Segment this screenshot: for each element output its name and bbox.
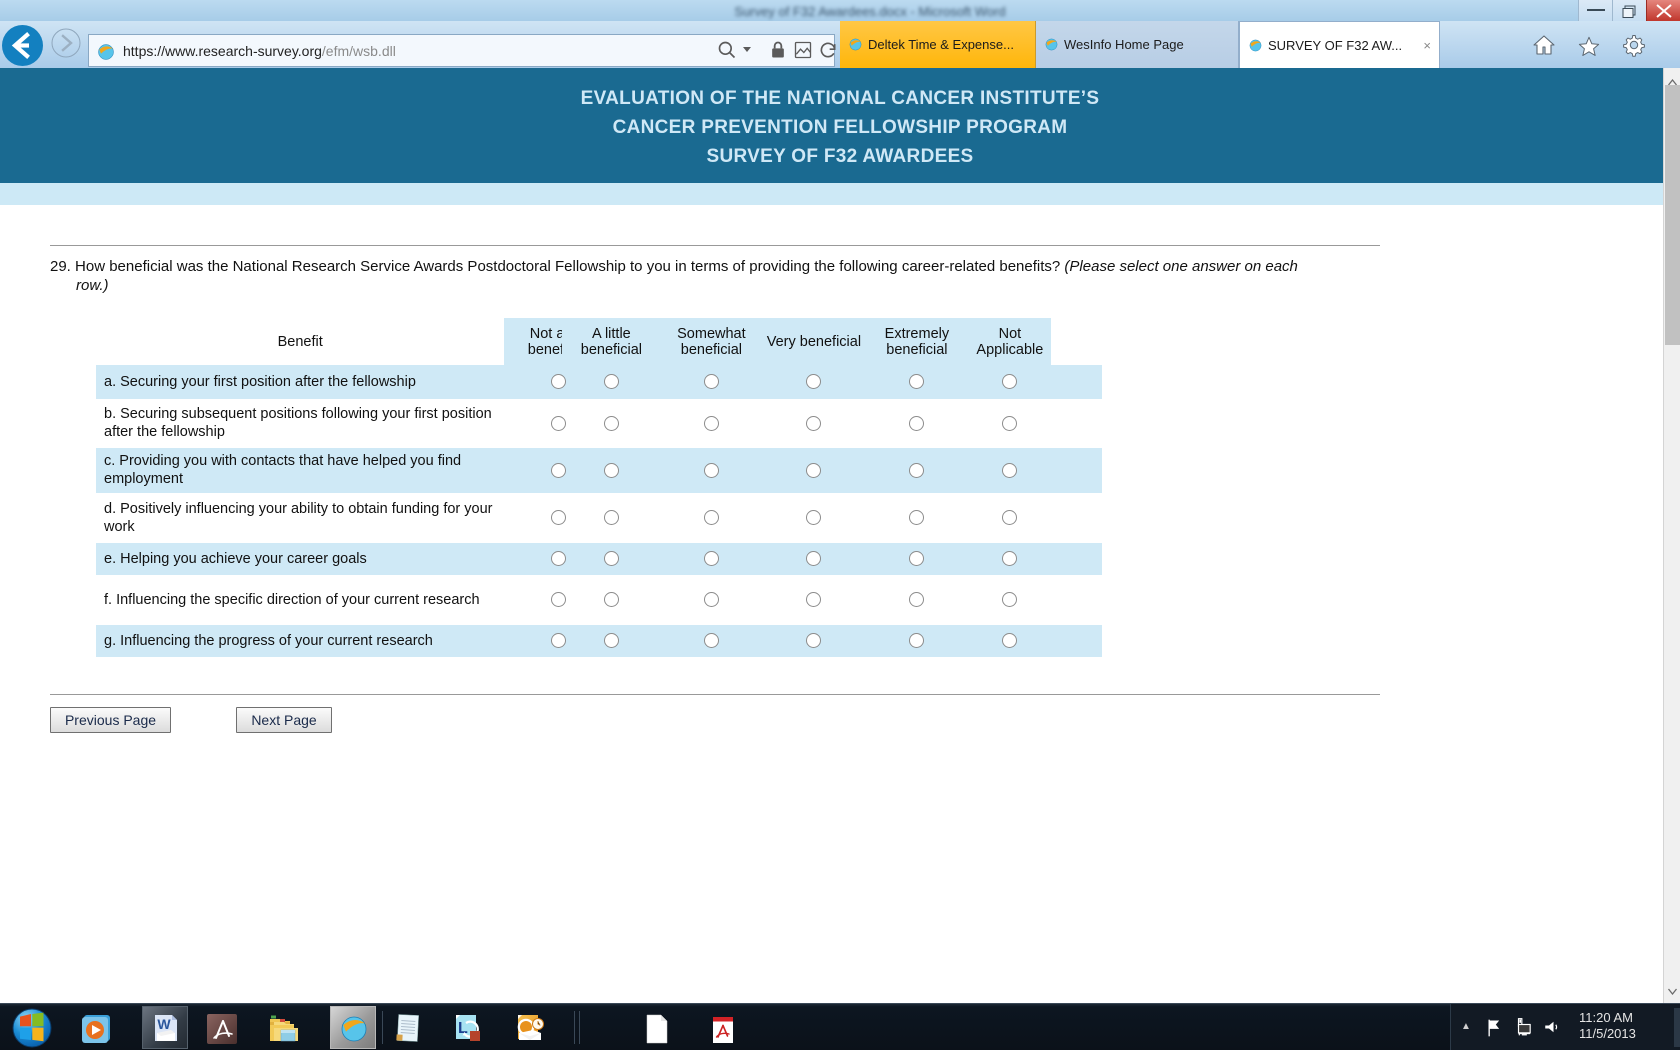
svg-text:W: W (157, 1016, 171, 1032)
